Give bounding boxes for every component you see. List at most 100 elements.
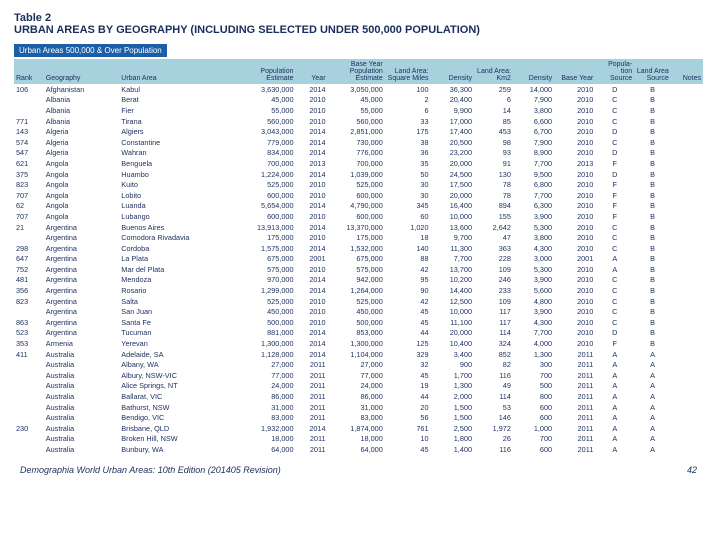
table-cell: 78 [474,190,513,201]
table-cell: 2010 [296,95,328,106]
table-cell: 95 [385,275,431,286]
table-cell: C [595,317,634,328]
table-cell: 1,300,000 [236,338,296,349]
table-label: Table 2 [14,12,703,24]
col-geography: Geography [44,59,120,84]
table-row: 230AustraliaBrisbane, QLD1,932,00020141,… [14,423,703,434]
table-cell [671,169,703,180]
table-cell: 1,800 [431,434,474,445]
table-cell: Bunbury, WA [119,444,236,455]
table-cell: B [634,243,671,254]
table-cell: 5,300 [513,264,554,275]
table-cell: 47 [474,232,513,243]
table-cell: B [634,116,671,127]
table-cell [14,105,44,116]
table-cell: A [634,412,671,423]
table-cell: 78 [474,179,513,190]
table-cell: 3,800 [513,232,554,243]
table-cell: 1,300 [513,349,554,360]
table-cell [671,434,703,445]
table-cell: A [634,434,671,445]
table-cell: A [634,423,671,434]
table-cell: 2011 [554,359,595,370]
table-cell: 3,900 [513,211,554,222]
table-cell: Albania [44,116,120,127]
table-cell: 175,000 [328,232,385,243]
table-cell: A [595,254,634,265]
table-cell: 345 [385,201,431,212]
table-cell: Argentina [44,328,120,339]
table-cell: 2014 [296,423,328,434]
table-cell: 77,000 [236,370,296,381]
table-row: AustraliaAlbany, WA27,000201127,00032900… [14,359,703,370]
table-cell: Cordoba [119,243,236,254]
table-cell: 4,000 [513,338,554,349]
table-cell [671,254,703,265]
col-notes: Notes [671,59,703,84]
table-row: AustraliaBendigo, VIC83,000201183,000561… [14,412,703,423]
table-cell: 146 [474,412,513,423]
table-row: AustraliaBallarat, VIC86,000201186,00044… [14,391,703,402]
table-cell: Constantine [119,137,236,148]
table-cell: 3,900 [513,306,554,317]
table-cell [14,381,44,392]
col-density2: Density [513,59,554,84]
table-cell: 363 [474,243,513,254]
table-cell: Algeria [44,137,120,148]
table-cell [671,84,703,95]
table-cell: A [595,391,634,402]
table-cell: Argentina [44,264,120,275]
table-cell: 2001 [296,254,328,265]
table-cell: 2010 [554,169,595,180]
table-cell: Argentina [44,232,120,243]
col-land-sqmi: Land Area: Square Miles [385,59,431,84]
table-cell: Alice Springs, NT [119,381,236,392]
table-cell: 2014 [296,285,328,296]
table-cell: Algeria [44,126,120,137]
table-cell [671,359,703,370]
table-cell: B [634,211,671,222]
table-cell: 36 [385,148,431,159]
table-cell: D [595,328,634,339]
table-cell: 31,000 [328,402,385,413]
table-cell: 823 [14,296,44,307]
table-cell: 2,500 [431,423,474,434]
table-cell: 1,039,000 [328,169,385,180]
table-cell: 6,600 [513,116,554,127]
table-cell: B [634,179,671,190]
table-cell: 2010 [554,190,595,201]
table-cell: 114 [474,391,513,402]
table-cell: A [595,359,634,370]
table-cell: 2011 [554,349,595,360]
table-cell: 353 [14,338,44,349]
table-cell: Angola [44,169,120,180]
table-cell: 10,000 [431,306,474,317]
table-cell: Berat [119,95,236,106]
table-cell: 7,900 [513,137,554,148]
table-cell: 450,000 [328,306,385,317]
table-cell [14,306,44,317]
table-cell: D [595,126,634,137]
table-row: 707AngolaLubango600,0002010600,0006010,0… [14,211,703,222]
table-cell: 11,300 [431,243,474,254]
table-cell: Argentina [44,285,120,296]
table-cell: 100 [385,84,431,95]
table-cell: 450,000 [236,306,296,317]
table-cell: B [634,137,671,148]
table-cell: 600 [513,402,554,413]
table-cell: A [595,444,634,455]
table-cell [14,370,44,381]
table-cell: C [595,137,634,148]
table-cell: Comodora Rivadavia [119,232,236,243]
table-cell: Yerevan [119,338,236,349]
table-cell: 230 [14,423,44,434]
table-row: 523ArgentinaTucuman881,0002014853,000442… [14,328,703,339]
table-cell: 19 [385,381,431,392]
col-density1: Density [431,59,474,84]
table-cell [671,116,703,127]
table-cell: B [634,190,671,201]
table-cell: 752 [14,264,44,275]
table-cell: 2014 [296,148,328,159]
table-cell: 1,500 [431,412,474,423]
table-cell: 10,000 [431,211,474,222]
